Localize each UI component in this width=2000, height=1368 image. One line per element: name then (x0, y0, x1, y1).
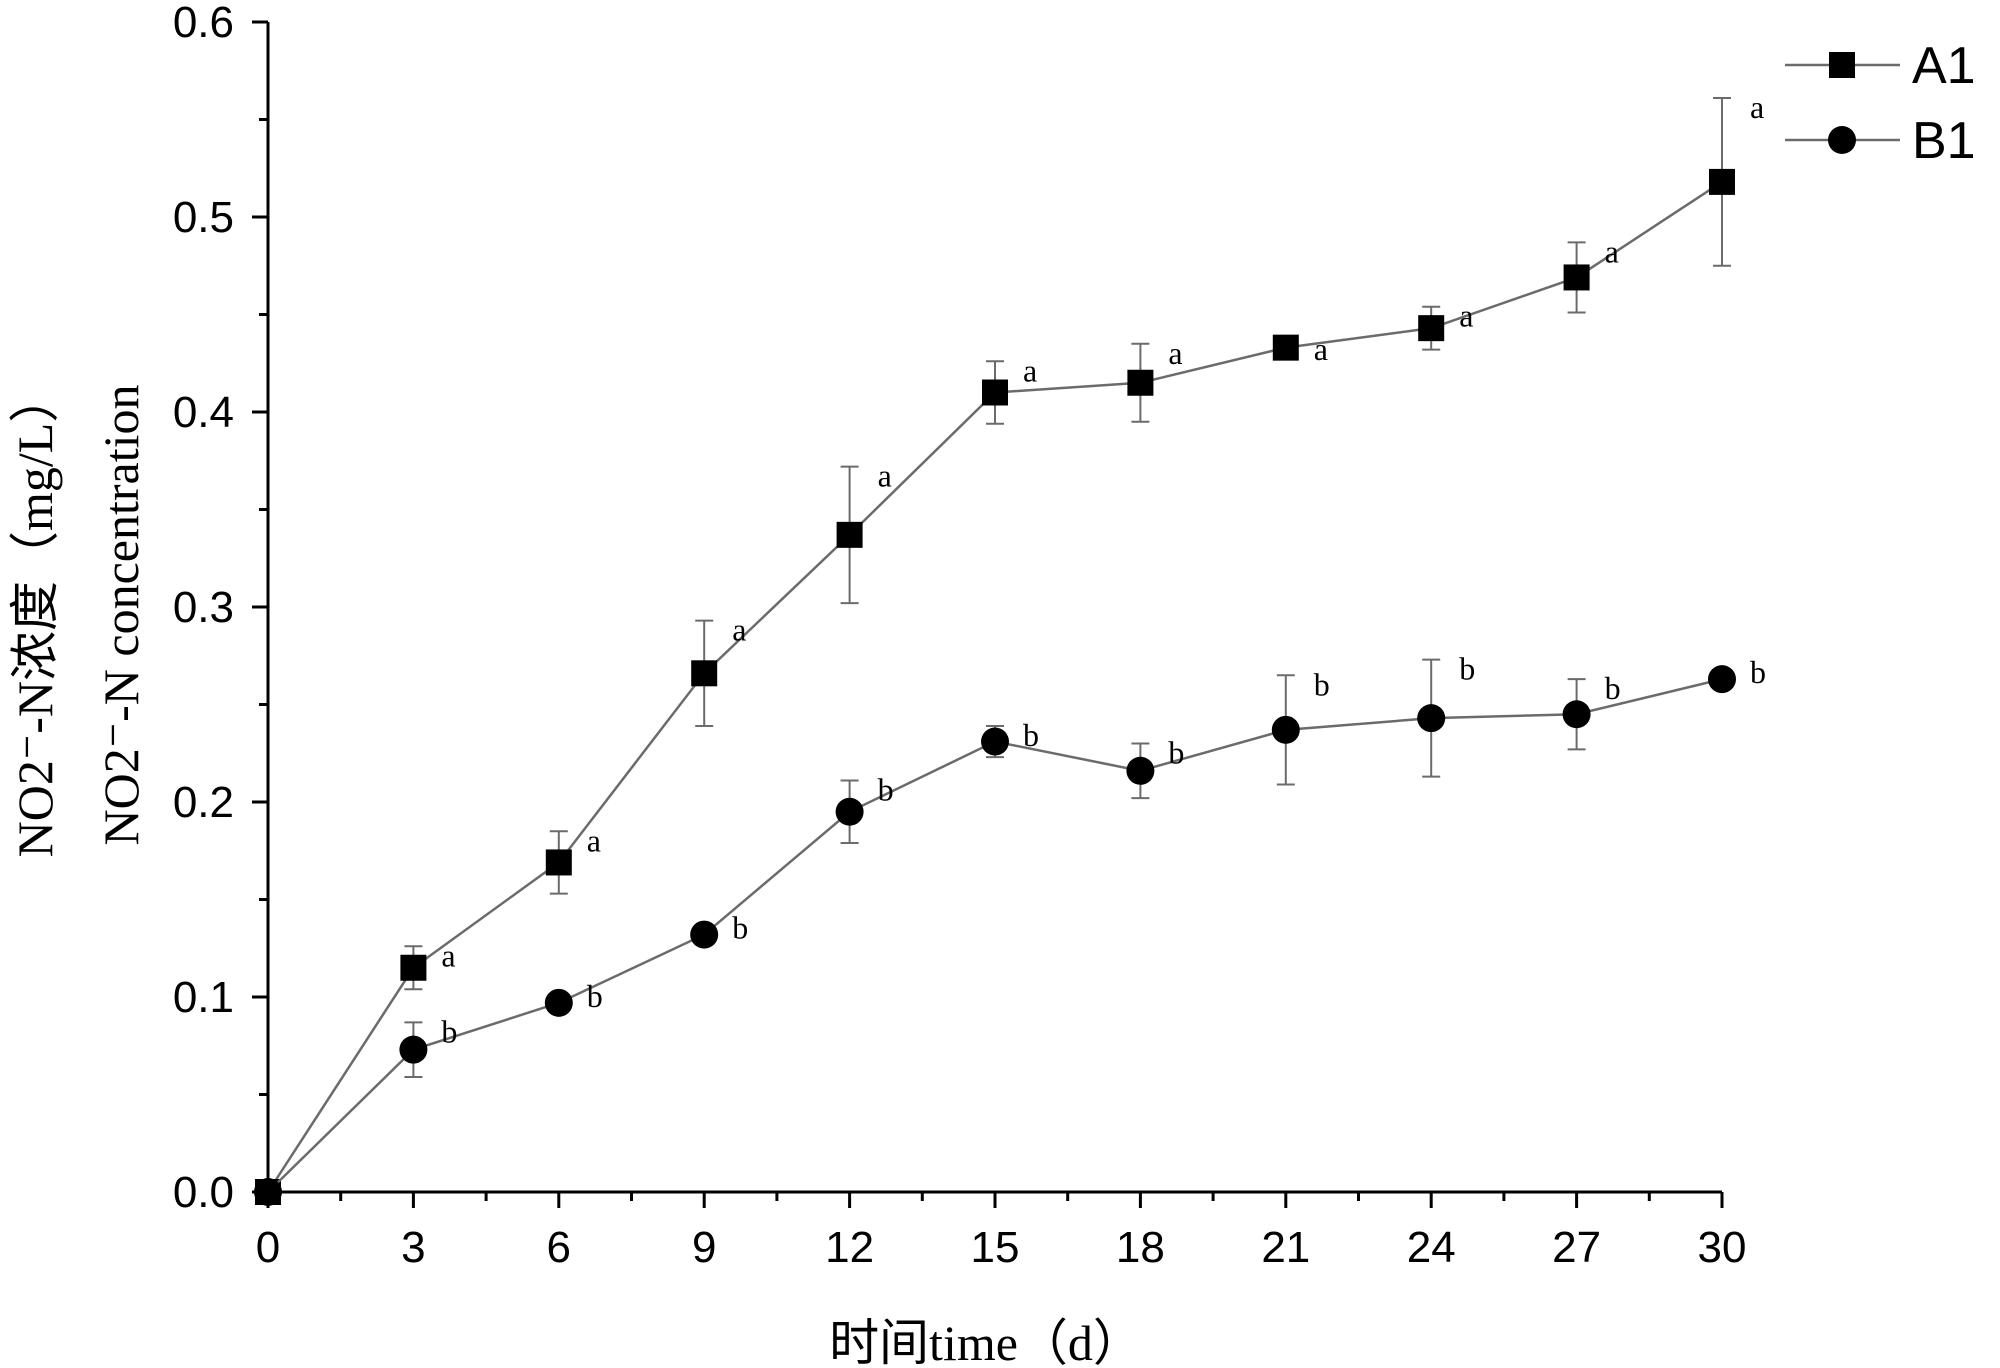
data-point (691, 660, 718, 687)
x-axis-title: 时间time（d） (829, 1315, 1143, 1368)
y-tick-label: 0.3 (173, 583, 234, 632)
significance-label: b (1023, 717, 1039, 753)
significance-label: b (732, 910, 748, 946)
significance-label: b (1605, 670, 1621, 706)
x-tick-label: 24 (1407, 1223, 1456, 1272)
data-point (1563, 264, 1590, 291)
y-axis-title-line-1: NO2⁻-N浓度（mg/L） (7, 373, 63, 858)
data-point (1271, 715, 1300, 744)
legend-item-A1: A1 (1785, 37, 1976, 95)
y-tick-label: 0.5 (173, 193, 234, 242)
significance-label: a (441, 937, 455, 973)
series-A1: a a a a a a a a a a (255, 89, 1764, 1205)
significance-label: b (878, 772, 894, 808)
data-point (1418, 315, 1445, 342)
significance-label: b (1314, 666, 1330, 702)
series-layer: a a a a a a a a a a b b b b b b b b b b (254, 89, 1766, 1206)
significance-label: a (1750, 89, 1764, 125)
circle-marker-icon (1828, 126, 1856, 154)
significance-label: a (587, 822, 601, 858)
x-tick-label: 3 (401, 1223, 425, 1272)
axes (266, 22, 1722, 1194)
y-tick-label: 0.1 (173, 973, 234, 1022)
data-point (690, 920, 719, 949)
data-point (399, 1035, 428, 1064)
data-point (254, 1178, 282, 1206)
data-point (545, 849, 572, 876)
significance-label: a (878, 458, 892, 494)
data-point (1562, 700, 1591, 729)
x-tick-label: 21 (1261, 1223, 1310, 1272)
x-tick-label: 18 (1116, 1223, 1165, 1272)
ticks: 0 3 6 9 12 15 18 21 24 27 30 0.0 0.1 0.2 0.3 0.4 0.5 0.6 (173, 0, 1747, 1272)
data-point (1708, 665, 1736, 694)
x-tick-label: 27 (1552, 1223, 1601, 1272)
data-point (982, 379, 1008, 406)
significance-label: b (1459, 651, 1475, 687)
y-tick-label: 0.2 (173, 778, 234, 827)
data-point (1126, 756, 1155, 785)
x-tick-label: 9 (692, 1223, 716, 1272)
significance-label: a (1314, 331, 1328, 367)
x-tick-label: 6 (547, 1223, 571, 1272)
significance-label: a (732, 612, 746, 648)
square-marker-icon (1829, 52, 1855, 78)
series-B1: b b b b b b b b b b (254, 651, 1766, 1206)
significance-label: b (1750, 654, 1766, 690)
data-point (1709, 168, 1735, 195)
significance-label: b (587, 978, 603, 1014)
data-point (835, 797, 864, 826)
data-point (1272, 334, 1299, 361)
x-tick-label: 12 (825, 1223, 874, 1272)
y-tick-label: 0.0 (173, 1168, 234, 1217)
significance-label: a (1605, 233, 1619, 269)
data-point (836, 521, 863, 548)
legend-label: A1 (1912, 37, 1976, 95)
y-axis-title-line-2: NO2⁻-N concentration (93, 385, 149, 846)
significance-label: a (1023, 352, 1037, 388)
significance-label: a (1168, 335, 1182, 371)
data-point (1417, 704, 1446, 733)
series-line-A1 (266, 180, 1723, 1193)
significance-label: a (1459, 298, 1473, 334)
data-point (400, 954, 427, 981)
x-tick-label: 15 (971, 1223, 1020, 1272)
significance-label: b (1168, 735, 1184, 771)
significance-label: b (441, 1013, 457, 1049)
x-tick-label: 30 (1698, 1223, 1747, 1272)
legend-label: B1 (1912, 112, 1976, 170)
data-point (981, 727, 1009, 756)
legend-item-B1: B1 (1785, 112, 1976, 170)
data-point (544, 988, 573, 1017)
data-point (1127, 369, 1154, 396)
x-tick-label: 0 (256, 1223, 280, 1272)
y-tick-label: 0.6 (173, 0, 234, 47)
y-tick-label: 0.4 (173, 388, 234, 437)
